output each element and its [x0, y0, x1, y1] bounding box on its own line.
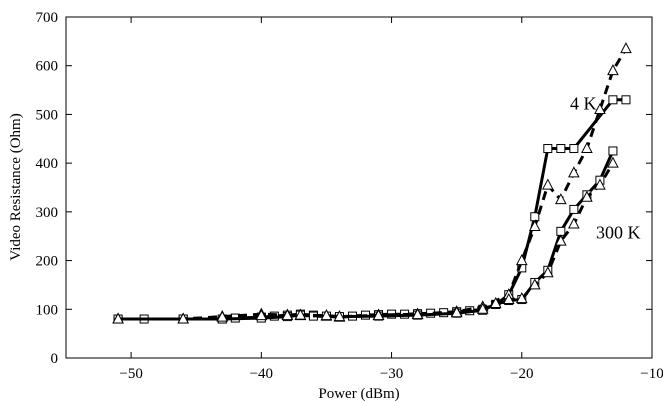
series-3-point — [568, 166, 580, 178]
series-4-point — [450, 306, 463, 318]
y-tick-label: 100 — [36, 302, 59, 318]
y-tick-label: 300 — [36, 205, 59, 221]
annotation-2: 300 K — [596, 223, 641, 243]
y-tick-label: 400 — [36, 156, 59, 172]
series-3-point — [515, 253, 528, 266]
series-4-point — [528, 278, 541, 290]
plot-frame — [65, 16, 653, 359]
series-3-point — [607, 64, 619, 76]
series-3-point — [528, 219, 541, 231]
series-4-point — [502, 292, 515, 305]
x-axis-label: Power (dBm) — [318, 386, 399, 401]
x-tick-label: −50 — [119, 366, 142, 382]
tick-layer: −50 −40 −30 −20 −10 0 100 200 300 400 500 600 700 — [36, 10, 663, 382]
y-tick-label: 0 — [51, 351, 59, 367]
series-4-point — [294, 308, 307, 320]
y-tick-label: 500 — [36, 107, 59, 123]
series-4-point — [541, 266, 554, 278]
x-tick-label: −10 — [640, 366, 663, 382]
series-1-point — [569, 144, 579, 154]
series-3-point — [541, 178, 554, 190]
series-4-point — [372, 309, 385, 321]
series-3-point — [555, 193, 567, 205]
series-2-line — [118, 150, 615, 321]
y-tick-label: 700 — [36, 10, 59, 26]
series-4-point — [476, 302, 489, 314]
series-4-point — [112, 312, 124, 324]
series-4-point — [568, 217, 580, 229]
series-4-point — [255, 309, 268, 321]
series-4-point — [216, 310, 229, 322]
y-tick-label: 200 — [36, 254, 59, 270]
series-4-point — [515, 291, 528, 304]
series-3-point — [620, 42, 632, 54]
y-axis-label: Video Resistance (Ohm) — [8, 113, 24, 260]
series-1-point — [556, 144, 566, 154]
series-4-point — [281, 309, 294, 321]
series-3-point — [594, 102, 606, 115]
series-4-point — [320, 309, 333, 321]
series-2-point — [569, 204, 579, 214]
series-1-point — [608, 95, 618, 105]
series-1-point — [543, 144, 553, 154]
series-4-point — [333, 310, 346, 322]
series-4-line — [118, 162, 615, 321]
series-4-point — [411, 308, 424, 320]
series-4-point — [489, 296, 502, 308]
y-tick-label: 600 — [36, 59, 59, 75]
annotation-1: 4 K — [570, 94, 597, 114]
series-2-point — [556, 226, 566, 236]
series-2-point — [608, 146, 618, 156]
series-4-point — [581, 190, 593, 202]
annotation-layer: 4 K 300 K — [570, 94, 641, 243]
series-4-point — [607, 156, 619, 168]
series-3-point — [581, 141, 593, 154]
series-1-point — [621, 95, 631, 105]
series-4-point — [594, 178, 606, 190]
x-tick-label: −40 — [250, 366, 273, 382]
series-layer — [112, 42, 632, 324]
x-tick-label: −20 — [510, 366, 533, 382]
series-1-line — [118, 98, 626, 321]
x-tick-label: −30 — [380, 366, 403, 382]
series-4-point — [177, 312, 190, 324]
series-4-point — [555, 234, 567, 246]
